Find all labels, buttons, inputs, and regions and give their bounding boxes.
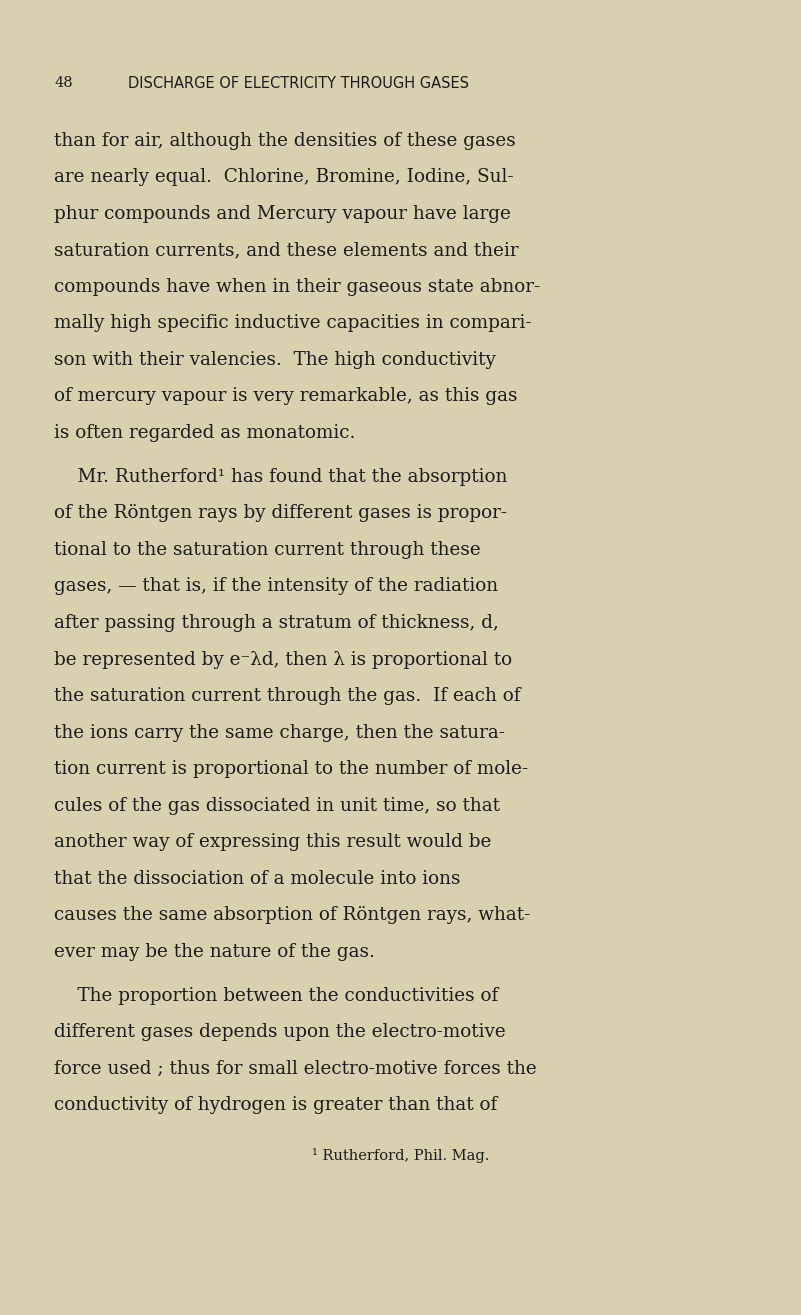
Text: compounds have when in their gaseous state abnor-: compounds have when in their gaseous sta… [54, 277, 541, 296]
Text: force used ; thus for small electro-motive forces the: force used ; thus for small electro-moti… [54, 1060, 537, 1078]
Text: mally high specific inductive capacities in compari-: mally high specific inductive capacities… [54, 314, 532, 333]
Text: 48: 48 [54, 76, 73, 91]
Text: different gases depends upon the electro-motive: different gases depends upon the electro… [54, 1023, 506, 1041]
Text: son with their valencies.  The high conductivity: son with their valencies. The high condu… [54, 351, 497, 368]
Text: gases, — that is, if the intensity of the radiation: gases, — that is, if the intensity of th… [54, 577, 498, 596]
Text: cules of the gas dissociated in unit time, so that: cules of the gas dissociated in unit tim… [54, 797, 501, 815]
Text: of the Röntgen rays by different gases is propor-: of the Röntgen rays by different gases i… [54, 505, 508, 522]
Text: that the dissociation of a molecule into ions: that the dissociation of a molecule into… [54, 871, 461, 888]
Text: ¹ Rutherford, Phil. Mag.: ¹ Rutherford, Phil. Mag. [312, 1148, 489, 1162]
Text: be represented by e⁻λd, then λ is proportional to: be represented by e⁻λd, then λ is propor… [54, 651, 513, 668]
Text: the saturation current through the gas.  If each of: the saturation current through the gas. … [54, 688, 521, 705]
Text: The proportion between the conductivities of: The proportion between the conductivitie… [54, 986, 499, 1005]
Text: ever may be the nature of the gas.: ever may be the nature of the gas. [54, 943, 376, 961]
Text: than for air, although the densities of these gases: than for air, although the densities of … [54, 132, 516, 150]
Text: causes the same absorption of Röntgen rays, what-: causes the same absorption of Röntgen ra… [54, 906, 531, 924]
Text: saturation currents, and these elements and their: saturation currents, and these elements … [54, 241, 519, 259]
Text: phur compounds and Mercury vapour have large: phur compounds and Mercury vapour have l… [54, 205, 511, 222]
Text: the ions carry the same charge, then the satura-: the ions carry the same charge, then the… [54, 723, 505, 742]
Text: is often regarded as monatomic.: is often regarded as monatomic. [54, 423, 356, 442]
Text: after passing through a stratum of thickness, d,: after passing through a stratum of thick… [54, 614, 499, 633]
Text: conductivity of hydrogen is greater than that of: conductivity of hydrogen is greater than… [54, 1097, 497, 1114]
Text: another way of expressing this result would be: another way of expressing this result wo… [54, 834, 492, 851]
Text: tion current is proportional to the number of mole-: tion current is proportional to the numb… [54, 760, 529, 778]
Text: Mr. Rutherford¹ has found that the absorption: Mr. Rutherford¹ has found that the absor… [54, 468, 508, 485]
Text: DISCHARGE OF ELECTRICITY THROUGH GASES: DISCHARGE OF ELECTRICITY THROUGH GASES [128, 76, 469, 91]
Text: are nearly equal.  Chlorine, Bromine, Iodine, Sul-: are nearly equal. Chlorine, Bromine, Iod… [54, 168, 514, 185]
Text: tional to the saturation current through these: tional to the saturation current through… [54, 540, 481, 559]
Text: of mercury vapour is very remarkable, as this gas: of mercury vapour is very remarkable, as… [54, 388, 518, 405]
